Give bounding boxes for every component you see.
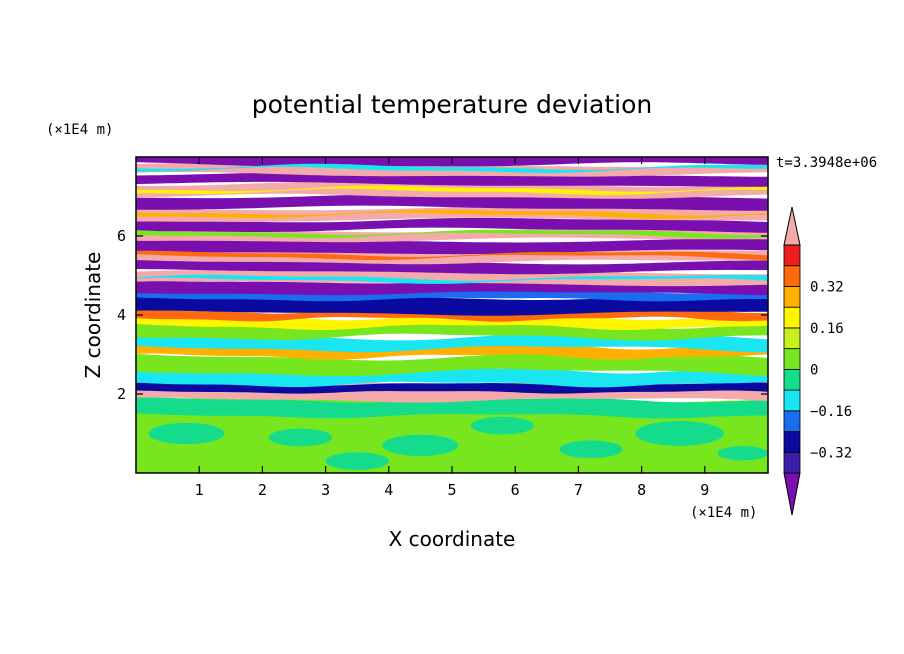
contour-region [382, 434, 459, 457]
contour-region [148, 422, 225, 445]
colorbar: 0.32 0.16 0 −0.16 −0.32 [783, 206, 852, 516]
colorbar-swatch [783, 327, 801, 350]
x-tick-label: 2 [258, 481, 267, 499]
contour-region [136, 163, 768, 173]
colorbar-extend-high [783, 206, 801, 246]
colorbar-swatch [783, 431, 801, 453]
colorbar-label: −0.32 [810, 445, 852, 461]
x-tick-label: 3 [321, 481, 330, 499]
contour-region [136, 229, 768, 239]
contour-region [268, 428, 332, 447]
contour-region [136, 269, 768, 287]
contour-region [136, 238, 768, 255]
x-tick-label: 1 [195, 481, 204, 499]
y-tick-label: 4 [117, 306, 126, 324]
contour-region [136, 367, 768, 388]
plot-area [136, 157, 768, 473]
x-tick-label: 6 [511, 481, 520, 499]
colorbar-swatch [783, 244, 801, 267]
x-axis: 1 2 3 4 5 6 7 8 9 [195, 157, 709, 499]
chart-title: potential temperature deviation [252, 90, 652, 119]
colorbar-label: −0.16 [810, 404, 852, 420]
x-tick-label: 5 [447, 481, 456, 499]
colorbar-swatch [783, 368, 801, 391]
x-tick-label: 9 [700, 481, 709, 499]
colorbar-swatch [783, 265, 801, 287]
contour-region [717, 446, 768, 461]
contour-region [136, 250, 768, 261]
colorbar-label: 0.16 [810, 321, 844, 337]
y-unit-label: (×1E4 m) [46, 122, 113, 138]
colorbar-swatch [783, 286, 801, 308]
contour-region [325, 452, 389, 471]
x-tick-label: 7 [574, 481, 583, 499]
contour-region [559, 440, 623, 459]
contour-region [136, 397, 768, 419]
colorbar-swatch [783, 389, 801, 412]
y-tick-label: 2 [117, 385, 126, 403]
x-axis-label: X coordinate [389, 527, 516, 551]
contour-region [136, 217, 768, 233]
colorbar-swatch [783, 410, 801, 432]
colorbar-swatch [783, 451, 801, 474]
time-label: t=3.3948e+06 [776, 155, 877, 171]
x-tick-label: 4 [384, 481, 393, 499]
contour-region [136, 205, 768, 222]
x-unit-label: (×1E4 m) [690, 505, 757, 521]
contour-region [136, 209, 768, 219]
x-tick-label: 8 [637, 481, 646, 499]
contour-region [635, 421, 724, 446]
contour-region [136, 259, 768, 275]
colorbar-label: 0 [810, 362, 818, 378]
y-axis-label: Z coordinate [81, 252, 105, 379]
contour-region [136, 274, 768, 284]
colorbar-extend-low [783, 472, 801, 516]
y-tick-label: 6 [117, 227, 126, 245]
contour-region [470, 416, 535, 435]
colorbar-swatch [783, 348, 801, 370]
y-axis: 2 4 6 [117, 227, 768, 403]
colorbar-swatch [783, 306, 801, 329]
contour-region [136, 185, 768, 195]
colorbar-label: 0.32 [810, 279, 844, 295]
